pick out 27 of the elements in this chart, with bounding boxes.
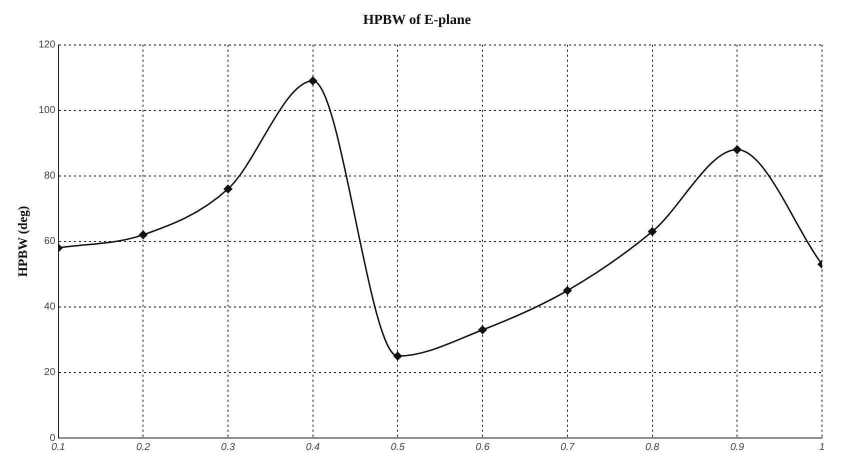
y-tick-label: 0 bbox=[50, 432, 56, 444]
point bbox=[648, 227, 657, 236]
point bbox=[478, 326, 487, 334]
y-tick-label: 120 bbox=[38, 40, 56, 51]
x-tick-label: 0.2 bbox=[136, 442, 151, 453]
y-tick-label: 100 bbox=[38, 105, 56, 116]
y-tick-label: 60 bbox=[44, 236, 56, 248]
x-tick-label: 1 bbox=[819, 442, 825, 453]
y-axis-title: HPBW (deg) bbox=[15, 206, 30, 277]
x-tick-label: 0.8 bbox=[645, 442, 660, 453]
point bbox=[563, 286, 572, 295]
y-tick-label: 40 bbox=[44, 302, 56, 313]
x-tick-label: 0.6 bbox=[476, 442, 490, 453]
point bbox=[732, 145, 742, 154]
point bbox=[308, 76, 318, 86]
x-tick-label: 0.9 bbox=[730, 442, 745, 453]
y-tick-label: 20 bbox=[44, 367, 56, 378]
x-tick-label: 0.5 bbox=[390, 442, 406, 453]
x-tick-label: 0.4 bbox=[306, 442, 320, 453]
chart-title: HPBW of E-plane bbox=[363, 13, 471, 28]
point bbox=[393, 352, 402, 360]
point bbox=[224, 184, 232, 194]
x-tick-label: 0.3 bbox=[221, 442, 236, 453]
x-tick-label: 0.7 bbox=[560, 442, 575, 453]
y-tick-label: 80 bbox=[44, 170, 56, 182]
point bbox=[138, 230, 148, 240]
x-tick-label: 0.1 bbox=[51, 442, 66, 453]
